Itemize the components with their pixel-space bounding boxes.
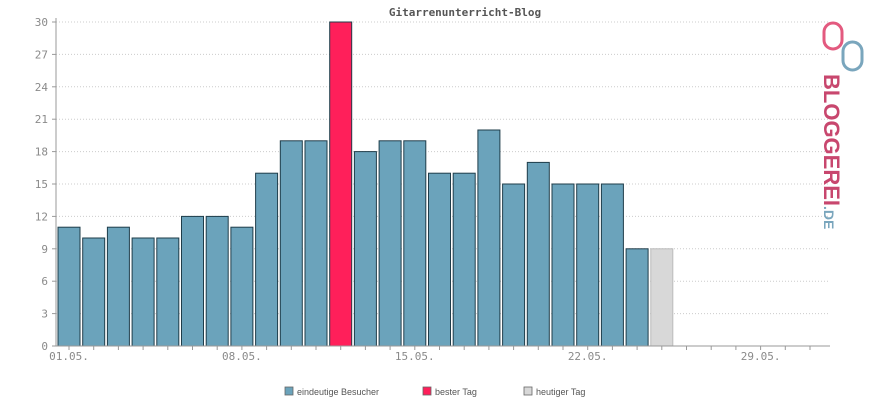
y-tick-label: 9 <box>41 243 48 256</box>
legend-swatch <box>284 386 294 396</box>
bar-eindeutige-besucher <box>279 140 303 347</box>
bar-bester-tag <box>329 21 353 347</box>
y-tick-label: 15 <box>35 178 48 191</box>
bar-eindeutige-besucher <box>353 151 377 347</box>
bar-eindeutige-besucher <box>205 215 229 347</box>
bar-eindeutige-besucher <box>106 226 130 347</box>
legend-swatch <box>422 386 432 396</box>
bar-eindeutige-besucher <box>82 237 106 347</box>
x-tick-label: 29.05. <box>741 350 781 363</box>
bar-eindeutige-besucher <box>181 215 204 347</box>
bar-heutiger-tag <box>650 248 674 347</box>
bar-eindeutige-besucher <box>576 183 600 347</box>
bar-eindeutige-besucher <box>502 183 526 347</box>
x-tick-label: 01.05. <box>49 350 89 363</box>
bar-eindeutige-besucher <box>57 226 81 347</box>
bar-eindeutige-besucher <box>378 140 402 347</box>
y-tick-label: 0 <box>41 340 48 353</box>
axes: 0 3 6 9 12 15 18 21 24 27 30 01.05. 08.05. 15.05. 22.0… <box>35 16 830 363</box>
y-tick-label: 27 <box>35 48 48 61</box>
y-tick-label: 30 <box>35 16 48 29</box>
bar-eindeutige-besucher <box>403 140 427 347</box>
bars <box>57 21 674 347</box>
bar-eindeutige-besucher <box>452 172 476 347</box>
bloggerei-logo-icon <box>822 21 864 72</box>
legend-label: heutiger Tag <box>536 387 585 397</box>
bar-eindeutige-besucher <box>131 237 155 347</box>
y-tick-label: 18 <box>35 146 48 159</box>
y-tick-label: 6 <box>41 275 48 288</box>
bar-eindeutige-besucher <box>304 140 328 347</box>
x-tick-label: 08.05. <box>222 350 262 363</box>
x-tick-label: 22.05. <box>568 350 608 363</box>
bar-eindeutige-besucher <box>255 172 279 347</box>
bar-eindeutige-besucher <box>526 161 550 347</box>
y-tick-label: 12 <box>35 210 48 223</box>
legend: eindeutige Besucher bester Tag heutiger Ta… <box>284 386 585 397</box>
bar-eindeutige-besucher <box>551 183 575 347</box>
bloggerei-logo-text: BLOGGEREI.DE <box>819 74 844 229</box>
legend-swatch <box>523 386 533 396</box>
y-tick-label: 24 <box>35 81 49 94</box>
legend-label: eindeutige Besucher <box>297 387 379 397</box>
bar-eindeutige-besucher <box>230 226 254 347</box>
y-tick-label: 21 <box>35 113 48 126</box>
bloggerei-logo: BLOGGEREI.DE <box>819 21 864 229</box>
legend-label: bester Tag <box>435 387 477 397</box>
bar-eindeutige-besucher <box>156 237 180 347</box>
y-tick-label: 3 <box>41 308 48 321</box>
bar-eindeutige-besucher <box>477 129 501 347</box>
chart-title: Gitarrenunterricht-Blog <box>389 6 541 19</box>
bar-eindeutige-besucher <box>600 183 624 347</box>
bar-eindeutige-besucher <box>625 248 649 347</box>
bar-eindeutige-besucher <box>428 172 451 347</box>
x-tick-label: 15.05. <box>395 350 435 363</box>
